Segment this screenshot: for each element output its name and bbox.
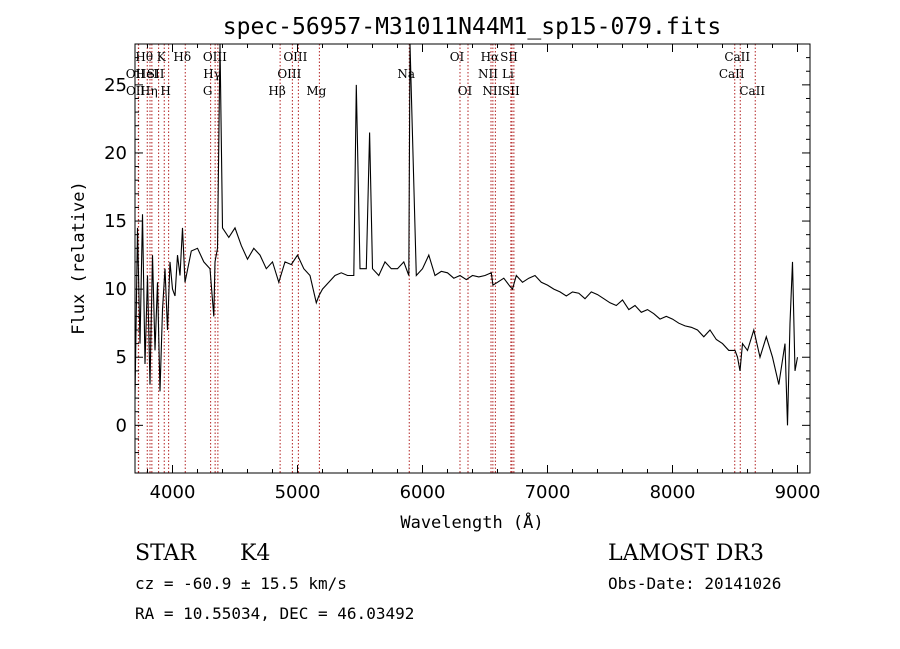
- line-label-14-0: Mg: [306, 84, 326, 98]
- line-label-1-0: Hθ: [135, 50, 153, 64]
- observation-date: Obs-Date: 20141026: [608, 574, 781, 593]
- x-tick-label: 5000: [275, 482, 321, 503]
- line-label-3-0: Hη: [140, 84, 158, 98]
- line-label-5-0: K: [157, 50, 167, 64]
- x-axis-label: Wavelength (Å): [400, 511, 543, 533]
- line-label-6-0: H: [160, 84, 170, 98]
- line-label-2-0: HeI: [136, 67, 159, 81]
- line-label-26-0: CaII: [739, 84, 765, 98]
- line-label-13-0: OIII: [283, 50, 307, 64]
- line-label-8-0: G: [203, 84, 213, 98]
- line-label-25-0: CaII: [724, 50, 750, 64]
- y-tick-label: 25: [104, 75, 127, 96]
- line-label-16-0: OI: [450, 50, 465, 64]
- line-label-17-0: OI: [458, 84, 473, 98]
- y-tick-label: 5: [116, 347, 127, 368]
- object-class: STAR: [135, 541, 197, 566]
- line-label-9-0: Hγ: [203, 67, 221, 81]
- line-label-18-0: NII: [478, 67, 498, 81]
- spectrum-line: [135, 44, 799, 426]
- coordinates: RA = 10.55034, DEC = 46.03492: [135, 604, 414, 623]
- line-label-12-0: OIII: [277, 67, 301, 81]
- line-label-24-0: CaII: [719, 67, 745, 81]
- y-tick-label: 0: [116, 415, 127, 436]
- x-tick-label: 7000: [525, 482, 571, 503]
- x-tick-label: 8000: [650, 482, 696, 503]
- line-label-20-0: NII: [482, 84, 502, 98]
- survey-name: LAMOST DR3: [608, 541, 764, 566]
- line-label-19-0: Hα: [481, 50, 500, 64]
- x-axis-ticks: 4000 5000 6000 7000 8000 9000: [147, 44, 821, 503]
- redshift-cz: cz = -60.9 ± 15.5 km/s: [135, 574, 347, 593]
- line-label-7-0: Hδ: [173, 50, 191, 64]
- line-label-0-1: OII: [126, 84, 146, 98]
- y-tick-label: 15: [104, 211, 127, 232]
- line-label-15-0: Na: [397, 67, 415, 81]
- emission-line-labels: OIIOIIHθHeIHηSIIKHHδGHγOIIIHβOIIIOIIIMgN…: [126, 50, 766, 98]
- line-label-23-0: SII: [502, 84, 520, 98]
- x-tick-label: 9000: [775, 482, 821, 503]
- line-label-21-0: Li: [502, 67, 514, 81]
- line-label-4-0: SII: [147, 67, 165, 81]
- x-tick-label: 4000: [150, 482, 196, 503]
- y-axis-label: Flux (relative): [69, 181, 89, 335]
- chart-title: spec-56957-M31011N44M1_sp15-079.fits: [223, 14, 722, 40]
- x-tick-label: 6000: [400, 482, 446, 503]
- line-label-10-0: OIII: [203, 50, 227, 64]
- y-axis-ticks: 0 5 10 15 20 25: [104, 57, 810, 454]
- line-label-22-0: SII: [500, 50, 518, 64]
- object-subclass: K4: [240, 541, 270, 566]
- emission-line-markers: [137, 44, 756, 473]
- plot-frame: [134, 43, 811, 474]
- y-tick-label: 20: [104, 143, 127, 164]
- y-tick-label: 10: [104, 279, 127, 300]
- line-label-11-0: Hβ: [268, 84, 285, 98]
- plot-area: [135, 44, 799, 426]
